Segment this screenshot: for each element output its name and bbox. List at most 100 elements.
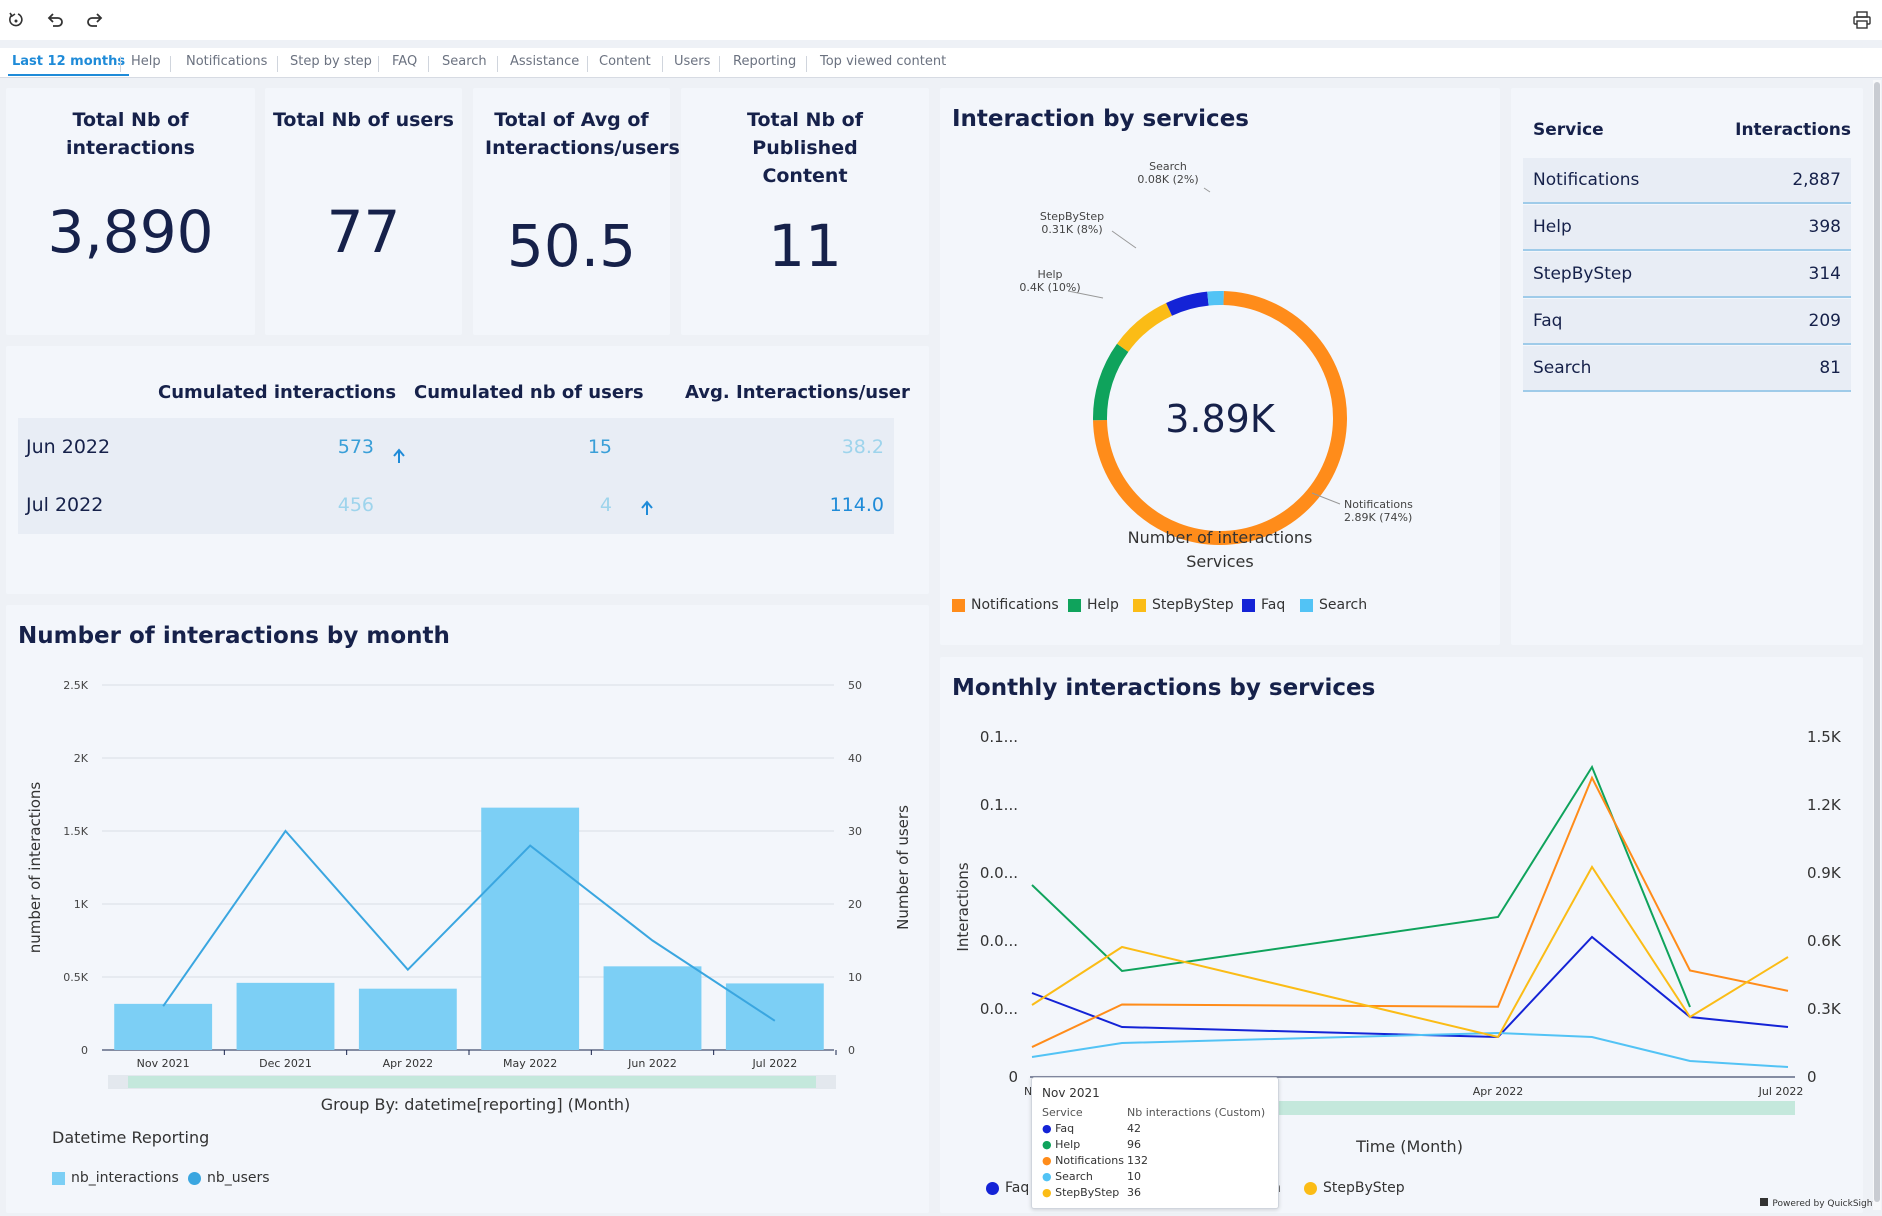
- legend-stepbystep[interactable]: StepByStep: [1304, 1180, 1405, 1196]
- donut-slice-faq[interactable]: [1166, 291, 1209, 316]
- scrollbar-thumb[interactable]: [1874, 82, 1880, 1202]
- print-icon[interactable]: [1850, 8, 1874, 32]
- notifications-series-line[interactable]: [1031, 775, 1789, 1048]
- legend-notifications[interactable]: Notifications: [952, 597, 1059, 613]
- month-cell: Jul 2022: [26, 494, 104, 516]
- tab-help[interactable]: Help: [131, 54, 161, 69]
- tab-search[interactable]: Search: [442, 54, 487, 69]
- donut-leader-line: [1203, 187, 1211, 193]
- reset-icon[interactable]: [4, 8, 28, 32]
- donut-label-detail: 0.31K (8%): [1041, 223, 1102, 236]
- scrollbar[interactable]: [1873, 80, 1881, 1210]
- kpi-value: 3,890: [47, 198, 214, 266]
- legend-swatch: [1068, 598, 1081, 612]
- legend-faq[interactable]: Faq: [1242, 597, 1285, 613]
- x-range-thumb[interactable]: [128, 1076, 816, 1088]
- tab-top-viewed-content[interactable]: Top viewed content: [820, 54, 947, 69]
- y-tick-label: 1K: [74, 898, 89, 911]
- table-row[interactable]: Jun 2022 573 15 38.2: [18, 418, 894, 476]
- legend-swatch: [1304, 1181, 1317, 1195]
- x-range-thumb[interactable]: [1230, 1101, 1795, 1115]
- legend-title: Datetime Reporting: [52, 1128, 210, 1147]
- value-cell: 2,887: [1792, 170, 1841, 190]
- faq-series-line[interactable]: [1031, 935, 1789, 1039]
- table-row[interactable]: Help 398: [1523, 205, 1851, 251]
- tooltip-service: Notifications: [1055, 1154, 1124, 1167]
- donut-leader-line: [1311, 492, 1341, 505]
- column-header: Cumulated interactions: [158, 382, 397, 403]
- tab-step-by-step[interactable]: Step by step: [290, 54, 372, 69]
- donut-slice-stepbystep[interactable]: [1117, 303, 1173, 353]
- bar-jul-2022[interactable]: [725, 983, 824, 1050]
- avg-cell: 114.0: [829, 494, 884, 516]
- tab-notifications[interactable]: Notifications: [186, 54, 268, 69]
- tooltip-service: Help: [1055, 1138, 1081, 1151]
- tab-assistance[interactable]: Assistance: [510, 54, 580, 69]
- legend-swatch: [986, 1181, 999, 1195]
- legend-faq[interactable]: Faq: [986, 1180, 1029, 1196]
- bar-jun-2022[interactable]: [603, 966, 702, 1050]
- tooltip-row: ● StepByStep: [1042, 1186, 1120, 1199]
- tooltip-value: 42: [1127, 1122, 1141, 1135]
- bar-nov-2021[interactable]: [114, 1003, 213, 1050]
- table-row[interactable]: Faq 209: [1523, 299, 1851, 345]
- legend-swatch: [952, 598, 965, 612]
- tab-content[interactable]: Content: [599, 54, 651, 69]
- tab-last-12-months[interactable]: Last 12 months: [8, 52, 130, 76]
- chart-title: Number of interactions by month: [18, 623, 450, 649]
- tooltip-row: ● Help: [1042, 1138, 1081, 1151]
- redo-icon[interactable]: [83, 8, 107, 32]
- help-series-line[interactable]: [1031, 764, 1691, 1008]
- table-row[interactable]: Jul 2022 456 4 114.0: [18, 476, 894, 534]
- y2-tick-label: 40: [848, 752, 862, 765]
- y2-tick-label: 0.3K: [1807, 1000, 1842, 1018]
- legend-stepbystep[interactable]: StepByStep: [1133, 597, 1234, 613]
- y2-tick-label: 0: [848, 1044, 855, 1057]
- bar-may-2022[interactable]: [481, 807, 580, 1050]
- legend-nb-users[interactable]: nb_users: [188, 1170, 270, 1186]
- x-tick-label: Nov 2021: [137, 1057, 190, 1070]
- table-row[interactable]: Search 81: [1523, 346, 1851, 392]
- users-cell: 4: [599, 494, 612, 516]
- y-tick-label: 0.5K: [63, 971, 88, 984]
- bar-dec-2021[interactable]: [236, 982, 335, 1050]
- stepbystep-series-line[interactable]: [1031, 865, 1789, 1039]
- donut-label-name: StepByStep: [1040, 210, 1104, 223]
- legend-nb-interactions[interactable]: nb_interactions: [52, 1170, 179, 1186]
- undo-icon[interactable]: [43, 8, 67, 32]
- column-header: Cumulated nb of users: [414, 382, 644, 403]
- y2-tick-label: 0: [1807, 1068, 1817, 1086]
- tab-faq[interactable]: FAQ: [392, 54, 418, 69]
- search-series-line[interactable]: [1031, 1031, 1789, 1068]
- donut-slice-search[interactable]: [1207, 291, 1224, 306]
- tooltip-row: ● Notifications: [1042, 1154, 1124, 1167]
- donut-slice-notifications[interactable]: [1093, 291, 1347, 545]
- y-tick-label: 0.1...: [980, 728, 1018, 746]
- tab-users[interactable]: Users: [674, 54, 711, 69]
- x-tick-label: Apr 2022: [383, 1057, 434, 1070]
- y-axis-label: Interactions: [954, 862, 972, 951]
- x-tick-label: Jun 2022: [627, 1057, 677, 1070]
- y-tick-label: 2K: [74, 752, 89, 765]
- tab-reporting[interactable]: Reporting: [733, 54, 797, 69]
- y-tick-label: 0.0...: [980, 1000, 1018, 1018]
- kpi-value: 50.5: [506, 212, 637, 280]
- donut-slice-help[interactable]: [1093, 343, 1129, 421]
- y-tick-label: 0.0...: [980, 932, 1018, 950]
- y2-tick-label: 0.9K: [1807, 864, 1842, 882]
- bar-apr-2022[interactable]: [358, 988, 457, 1050]
- legend-label: Notifications: [971, 597, 1059, 613]
- nb-users-line[interactable]: [162, 829, 776, 1022]
- table-row[interactable]: StepByStep 314: [1523, 252, 1851, 298]
- legend-swatch: [52, 1171, 65, 1185]
- table-row[interactable]: Notifications 2,887: [1523, 158, 1851, 204]
- legend-search[interactable]: Search: [1300, 597, 1367, 613]
- value-cell: 209: [1808, 311, 1841, 331]
- service-cell: Help: [1533, 217, 1572, 237]
- kpi-title: Total of Avg of Interactions/users: [485, 109, 680, 159]
- legend-swatch: [1133, 598, 1146, 612]
- kpi-total-users: Total Nb of users 77: [265, 88, 462, 335]
- legend-label: nb_interactions: [71, 1170, 179, 1186]
- legend-help[interactable]: Help: [1068, 597, 1119, 613]
- interactions-cell: 573: [337, 436, 374, 458]
